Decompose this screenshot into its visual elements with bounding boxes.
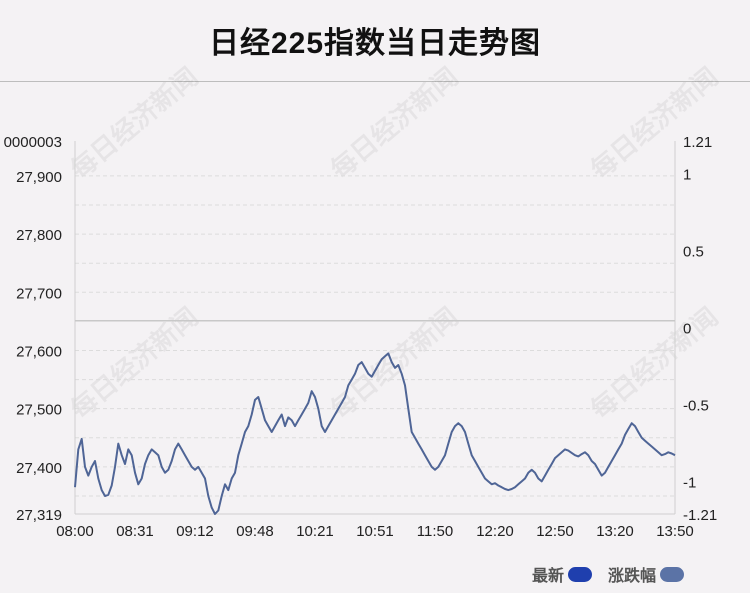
axes	[74, 141, 676, 515]
y-left-tick-labels: 0000003 27,900 27,800 27,700 27,600 27,500 27,…	[4, 134, 62, 524]
grid-lines	[75, 175, 675, 497]
x-tick-label: 09:12	[176, 523, 214, 540]
y-left-tick-label: 27,800	[16, 227, 62, 244]
y-left-tick-label: 27,600	[16, 343, 62, 360]
y-right-tick-label: -1.21	[683, 507, 717, 524]
legend-swatch-change	[660, 566, 684, 582]
legend: 最新 涨跌幅	[516, 563, 684, 585]
legend-swatch-latest	[567, 566, 592, 582]
x-tick-label: 08:00	[56, 523, 94, 540]
watermark-2: 每日经济新闻	[585, 61, 724, 185]
x-tick-label: 13:20	[596, 523, 634, 540]
y-right-tick-labels: 1.21 1 0.5 0 -0.5 -1 -1.21	[683, 134, 717, 524]
y-right-tick-label: -0.5	[683, 398, 709, 415]
chart-title: 日经225指数当日走势图	[208, 27, 542, 60]
y-left-tick-label: 0000003	[4, 134, 62, 151]
y-left-tick-label: 27,400	[16, 460, 62, 477]
x-tick-label: 13:50	[656, 523, 694, 540]
y-right-tick-label: 1	[683, 166, 691, 183]
x-tick-label: 11:50	[417, 523, 453, 540]
legend-label-change: 涨跌幅	[607, 568, 656, 585]
y-right-tick-label: 1.21	[683, 134, 712, 151]
y-left-tick-label: 27,900	[16, 169, 62, 186]
series-line-latest	[74, 352, 676, 515]
title-divider	[0, 81, 750, 82]
y-right-tick-label: 0.5	[683, 243, 704, 260]
x-tick-label: 10:51	[356, 523, 394, 540]
y-right-tick-label: -1	[683, 475, 696, 492]
x-tick-label: 12:50	[536, 523, 574, 540]
legend-item-change[interactable]: 涨跌幅	[608, 562, 684, 586]
x-tick-label: 08:31	[116, 523, 154, 540]
y-left-tick-label: 27,319	[16, 507, 62, 524]
y-left-tick-label: 27,500	[16, 402, 62, 419]
x-tick-label: 09:48	[236, 523, 274, 540]
y-left-tick-label: 27,700	[16, 285, 62, 302]
series	[74, 352, 676, 515]
watermark-1: 每日经济新闻	[325, 61, 464, 185]
x-tick-label: 12:20	[476, 523, 514, 540]
x-tick-labels: 08:00 08:31 09:12 09:48 10:21 10:51 11:50 12:20…	[56, 523, 694, 540]
y-right-tick-label: 0	[683, 321, 691, 338]
watermark-0: 每日经济新闻	[65, 61, 204, 185]
x-tick-label: 10:21	[296, 523, 334, 540]
legend-label-latest: 最新	[531, 568, 564, 585]
legend-item-latest[interactable]: 最新	[532, 562, 592, 586]
